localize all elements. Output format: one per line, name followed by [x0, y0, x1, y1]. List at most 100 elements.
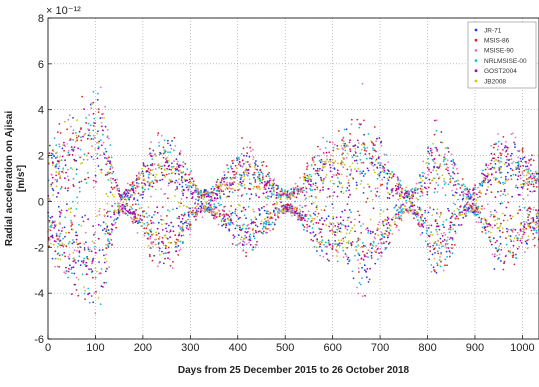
data-point — [487, 164, 490, 167]
data-point — [52, 153, 54, 156]
data-point — [289, 206, 292, 209]
data-point — [129, 211, 132, 214]
data-point — [178, 249, 181, 252]
data-point — [477, 207, 480, 210]
data-point — [138, 207, 141, 210]
data-point — [332, 226, 334, 228]
data-point — [93, 248, 96, 250]
data-point — [348, 232, 351, 235]
data-point — [81, 216, 84, 219]
data-point — [213, 210, 216, 213]
data-point — [115, 181, 117, 184]
data-point — [272, 179, 275, 182]
data-point — [137, 177, 140, 180]
data-point — [308, 214, 311, 216]
data-point — [189, 185, 192, 188]
data-point — [456, 179, 459, 182]
data-point — [126, 214, 129, 217]
data-point — [336, 172, 339, 175]
data-point — [232, 177, 235, 180]
data-point — [320, 249, 323, 252]
data-point — [218, 194, 221, 197]
data-point — [50, 152, 53, 155]
data-point — [314, 213, 316, 216]
data-point — [144, 188, 146, 191]
data-point — [64, 159, 66, 162]
y-tick-label: 4 — [38, 105, 44, 117]
data-point — [259, 169, 262, 172]
data-point — [165, 158, 167, 160]
data-point — [350, 123, 353, 126]
data-point — [525, 168, 528, 171]
data-point — [173, 240, 176, 243]
data-point — [72, 266, 75, 269]
data-point — [350, 211, 352, 214]
data-point — [505, 243, 508, 246]
data-point — [461, 178, 464, 180]
data-point — [90, 268, 92, 271]
data-point — [509, 250, 512, 253]
data-point — [419, 195, 422, 198]
data-point — [500, 260, 502, 262]
data-point — [160, 152, 162, 155]
data-point — [493, 143, 496, 146]
data-point — [309, 188, 311, 190]
data-point — [528, 172, 530, 175]
data-point — [318, 232, 320, 235]
x-tick-label: 0 — [45, 342, 51, 354]
data-point — [58, 170, 61, 173]
data-point — [125, 209, 128, 212]
data-point — [318, 169, 321, 172]
data-point — [239, 216, 241, 219]
data-point — [489, 162, 492, 165]
data-point — [531, 154, 533, 157]
data-point — [114, 179, 116, 182]
data-point — [99, 224, 102, 227]
data-point — [196, 187, 199, 190]
data-point — [400, 204, 403, 206]
data-point — [383, 153, 386, 156]
data-point — [250, 219, 253, 221]
data-point — [187, 222, 190, 225]
data-point — [349, 139, 351, 142]
data-point — [245, 243, 248, 246]
data-point — [150, 247, 153, 250]
data-point — [335, 243, 337, 246]
data-point — [363, 264, 366, 267]
data-point — [165, 236, 168, 239]
data-point — [437, 239, 439, 242]
data-point — [157, 132, 160, 135]
data-point — [259, 182, 261, 185]
data-point — [375, 249, 378, 251]
data-point — [338, 242, 341, 245]
data-point — [322, 165, 324, 168]
data-point — [411, 205, 414, 208]
data-point — [454, 244, 456, 246]
data-point — [153, 214, 155, 216]
data-point — [94, 148, 96, 150]
data-point — [230, 205, 233, 207]
data-point — [150, 141, 152, 144]
data-point — [100, 139, 102, 142]
data-point — [482, 223, 485, 226]
data-point — [147, 167, 150, 170]
data-point — [96, 215, 98, 217]
data-point — [513, 263, 516, 266]
data-point — [420, 190, 423, 193]
data-point — [522, 165, 525, 167]
data-point — [493, 255, 496, 258]
data-point — [251, 248, 254, 251]
data-point — [115, 186, 117, 188]
data-point — [267, 223, 270, 226]
data-point — [207, 199, 210, 202]
data-point — [68, 231, 70, 234]
data-point — [329, 170, 332, 173]
data-point — [60, 159, 63, 162]
data-point — [143, 182, 146, 185]
data-point — [314, 188, 316, 191]
data-point — [520, 160, 523, 163]
data-point — [234, 227, 237, 230]
data-point — [445, 219, 448, 221]
data-point — [157, 232, 160, 235]
data-point — [356, 139, 359, 142]
